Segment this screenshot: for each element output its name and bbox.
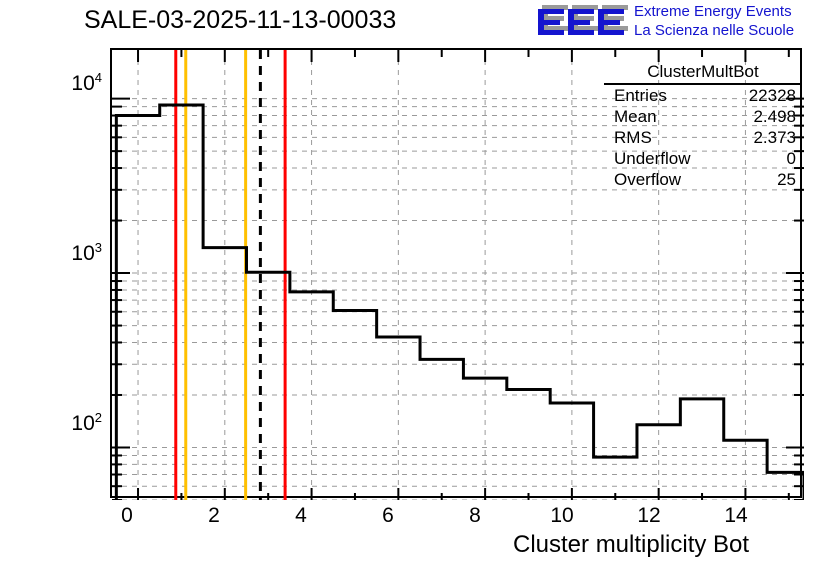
x-tick-label-8: 8: [469, 504, 481, 527]
x-tick-label-12: 12: [637, 504, 661, 527]
stats-key: Mean: [614, 107, 657, 126]
eee-logo: Extreme Energy Events La Scienza nelle S…: [536, 1, 836, 45]
x-axis-title: Cluster multiplicity Bot: [513, 531, 750, 558]
stats-row-underflow: Underflow 0: [604, 148, 802, 169]
page-title: SALE-03-2025-11-13-00033: [84, 6, 397, 34]
stats-key: Entries: [614, 86, 667, 105]
eee-mark-icon: [536, 1, 632, 41]
stats-value: 2.498: [753, 107, 796, 126]
stats-key: RMS: [614, 128, 652, 147]
eee-logo-line1: Extreme Energy Events: [634, 3, 792, 20]
stats-key: Underflow: [614, 149, 691, 168]
stats-value: 25: [777, 170, 796, 189]
y-tick-label-1e2: 102: [71, 410, 102, 435]
stats-row-overflow: Overflow 25: [604, 169, 802, 190]
x-tick-label-0: 0: [121, 504, 133, 527]
y-tick-label-1e3: 103: [71, 240, 102, 265]
x-tick-label-2: 2: [208, 504, 220, 527]
x-tick-label-4: 4: [295, 504, 307, 527]
stats-key: Overflow: [614, 170, 682, 189]
stats-value: 0: [786, 149, 796, 168]
eee-logo-line2: La Scienza nelle Scuole: [634, 22, 795, 39]
x-tick-label-14: 14: [724, 504, 748, 527]
stats-row-rms: RMS 2.373: [604, 127, 802, 148]
stats-value: 22328: [748, 86, 796, 105]
y-tick-label-1e4: 104: [71, 70, 102, 95]
x-tick-label-6: 6: [382, 504, 394, 527]
stats-row-mean: Mean 2.498: [604, 106, 802, 127]
x-tick-label-10: 10: [550, 504, 574, 527]
plot-frame: [110, 48, 804, 500]
eee-logo-text: Extreme Energy Events La Scienza nelle S…: [634, 2, 794, 40]
stats-row-entries: Entries 22328: [604, 85, 802, 106]
stats-box-title: ClusterMultBot: [604, 62, 802, 85]
stats-box: ClusterMultBot Entries 22328 Mean 2.498 …: [604, 62, 802, 210]
stats-value: 2.373: [753, 128, 796, 147]
